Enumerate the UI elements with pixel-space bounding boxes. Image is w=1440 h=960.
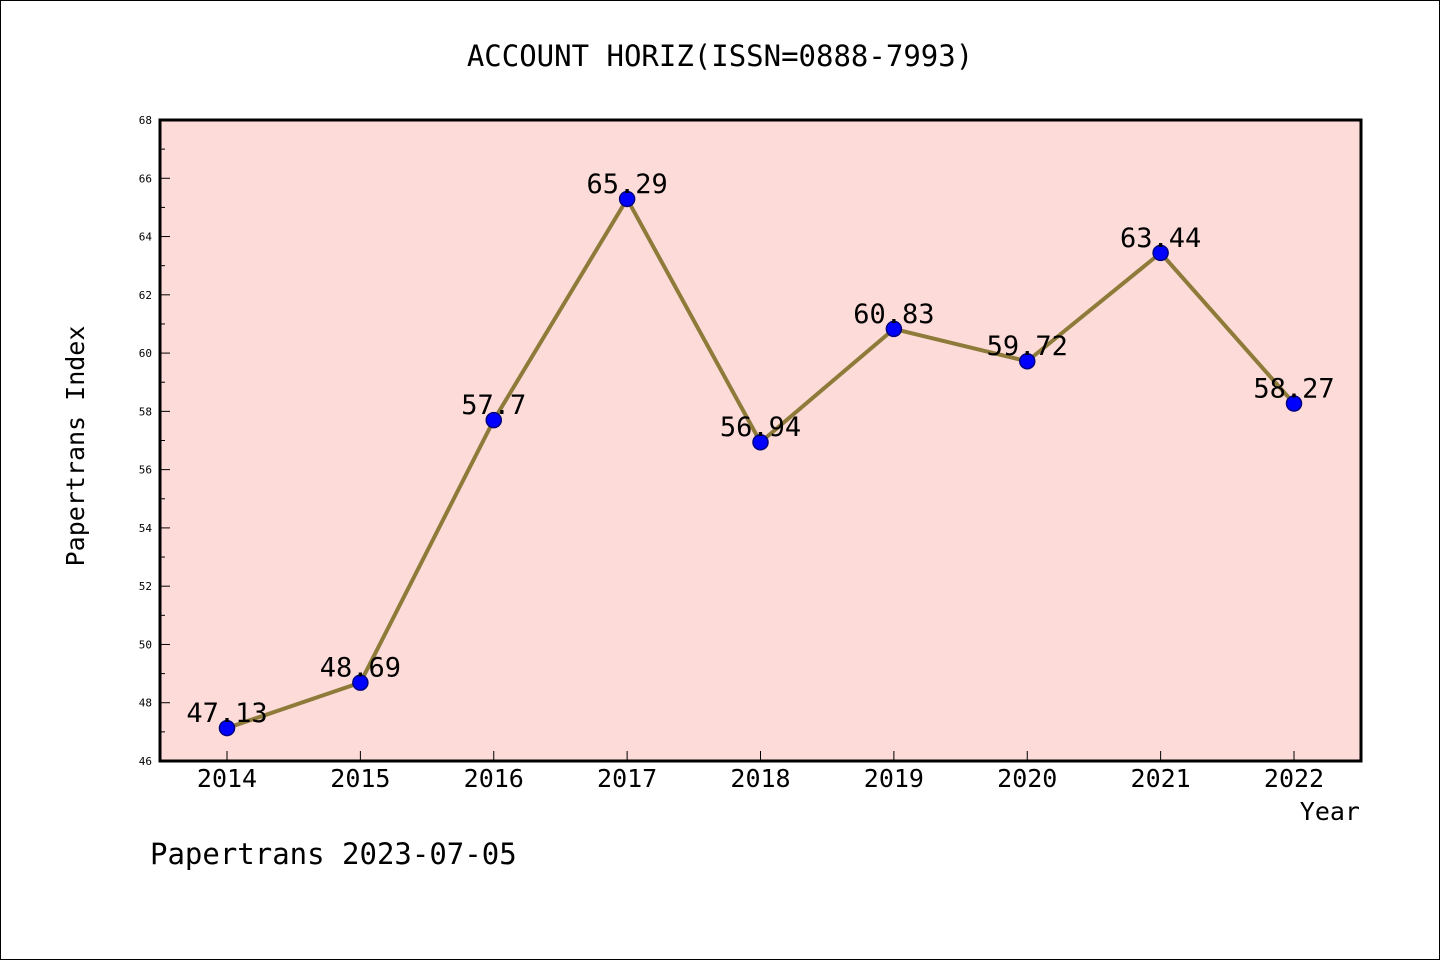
x-tick-label: 2014 [197,764,257,793]
x-tick-label: 2015 [330,764,390,793]
y-axis: 46 48 50 52 54 56 58 60 62 64 66 68 [139,114,170,768]
footer-date: Papertrans 2023-07-05 [150,837,517,871]
y-tick-label: 56 [139,464,152,477]
x-tick-label: 2016 [464,764,524,793]
data-points [218,190,1303,737]
y-axis-label: Papertrans Index [61,326,90,567]
y-tick-label: 64 [139,231,153,244]
y-tick-label: 46 [139,755,152,768]
y-tick-label: 50 [139,638,152,651]
x-tick-label: 2021 [1131,764,1191,793]
data-label: 65.29 [586,169,667,200]
data-point [1285,395,1303,412]
x-tick-label: 2018 [730,764,790,793]
data-label: 59.72 [987,331,1068,362]
y-tick-label: 52 [139,580,152,593]
data-label: 48.69 [320,653,401,684]
data-labels: 47.13 48.69 57.7 65.29 56.94 60.83 59.72 63.44 5… [186,169,1334,729]
data-point [618,190,636,208]
data-label: 56.94 [720,412,801,443]
y-tick-label: 54 [139,522,153,535]
x-tick-label: 2020 [997,764,1057,793]
data-label: 47.13 [186,698,267,729]
y-tick-label: 68 [139,114,152,127]
y-tick-label: 58 [139,405,152,418]
x-axis-label: Year [1300,797,1360,826]
data-label: 57.7 [461,390,526,421]
data-point [485,411,502,429]
y-tick-label: 62 [139,289,152,302]
y-tick-label: 48 [139,697,152,710]
data-label: 60.83 [853,299,934,330]
y-tick-label: 60 [139,347,152,360]
x-tick-label: 2022 [1264,764,1324,793]
data-point [1019,352,1036,370]
data-label: 58.27 [1253,373,1334,404]
x-axis: 2014 2015 2016 2017 2018 2019 2020 2021 2022 [197,751,1324,793]
chart-title: ACCOUNT HORIZ(ISSN=0888-7993) [467,39,973,73]
data-point [885,320,903,338]
x-tick-label: 2019 [864,764,924,793]
data-point [352,674,369,691]
y-tick-label: 66 [139,172,152,185]
data-point [218,719,236,737]
data-point [752,433,769,451]
x-tick-label: 2017 [597,764,657,793]
data-point [1152,244,1169,262]
plot-border [158,118,1363,763]
data-label: 63.44 [1120,223,1201,254]
